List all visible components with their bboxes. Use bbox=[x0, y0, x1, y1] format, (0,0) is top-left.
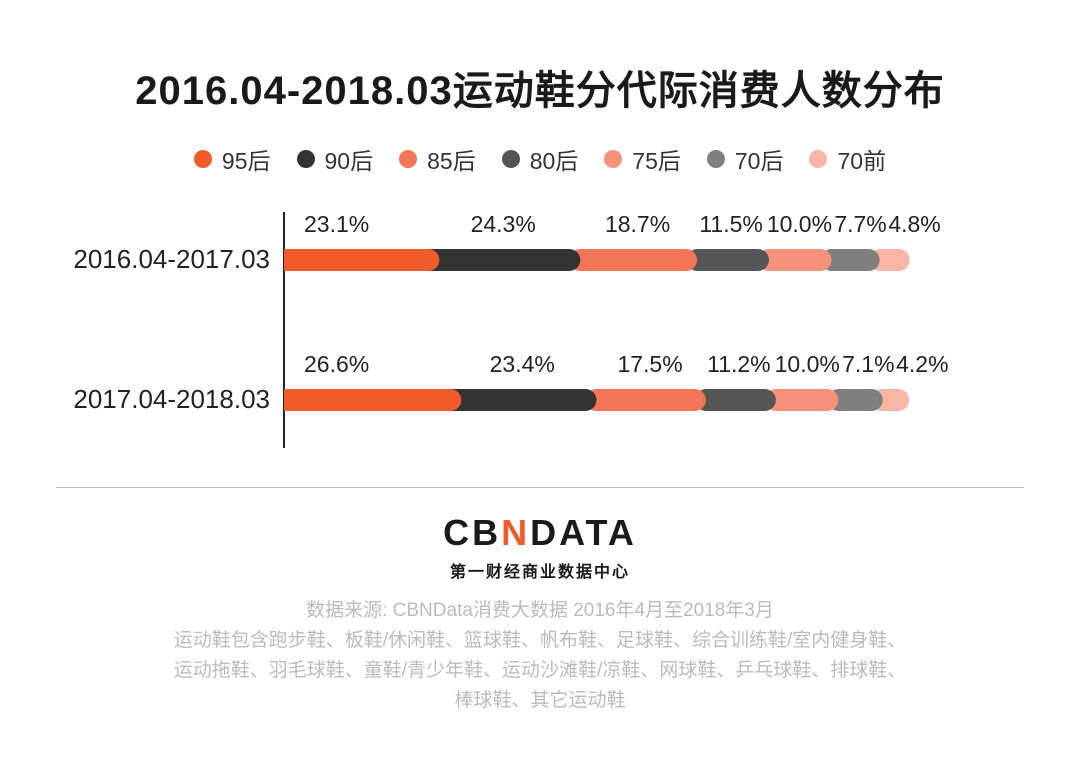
logo-text-data: DATA bbox=[530, 512, 637, 553]
bar-segment-0-5 bbox=[820, 249, 880, 271]
source-line-4: 棒球鞋、其它运动鞋 bbox=[454, 690, 626, 711]
source-line-2: 运动鞋包含跑步鞋、板鞋/休闲鞋、篮球鞋、帆布鞋、足球鞋、综合训练鞋/室内健身鞋、 bbox=[173, 630, 907, 651]
legend-item-0: 95后 bbox=[193, 142, 271, 176]
bar-segment-1-4 bbox=[764, 389, 839, 411]
data-label-0-2: 18.7% bbox=[605, 211, 670, 237]
legend-label-4: 75后 bbox=[632, 148, 681, 174]
data-label-0-5: 7.7% bbox=[834, 211, 886, 237]
data-label-1-5: 7.1% bbox=[842, 351, 894, 377]
legend-item-1: 90后 bbox=[296, 142, 374, 176]
data-label-0-4: 10.0% bbox=[767, 211, 832, 237]
chart-legend: 95后 90后 85后 80后 75后 70后 70前 bbox=[0, 142, 1080, 176]
legend-swatch-6 bbox=[809, 150, 828, 168]
data-label-0-1: 24.3% bbox=[471, 211, 536, 237]
legend-label-3: 80后 bbox=[529, 148, 579, 174]
source-line-1: 数据来源: CBNData消费大数据 2016年4月至2018年3月 bbox=[306, 600, 774, 621]
legend-item-5: 70后 bbox=[706, 142, 784, 176]
legend-item-4: 75后 bbox=[604, 142, 681, 176]
legend-label-6: 70前 bbox=[837, 148, 887, 174]
bar-segment-0-6 bbox=[868, 249, 910, 271]
bar-segment-1-2 bbox=[585, 389, 706, 411]
legend-swatch-2 bbox=[399, 150, 418, 168]
data-label-0-3: 11.5% bbox=[699, 211, 763, 237]
cbndata-logo: CBNDATA bbox=[0, 512, 1080, 554]
legend-swatch-0 bbox=[193, 150, 212, 168]
bar-start-1 bbox=[284, 389, 295, 411]
data-label-0-0: 23.1% bbox=[304, 211, 369, 237]
legend-label-1: 90后 bbox=[324, 148, 374, 174]
category-label-0: 2016.04-2017.03 bbox=[73, 244, 270, 274]
data-label-1-3: 11.2% bbox=[707, 351, 771, 377]
legend-swatch-5 bbox=[706, 150, 725, 168]
logo-text-n: N bbox=[501, 512, 531, 553]
bar-segment-0-0 bbox=[284, 249, 440, 271]
logo-subtitle: 第一财经商业数据中心 bbox=[449, 564, 630, 581]
logo-text-cb: CB bbox=[443, 512, 502, 553]
data-label-0-6: 4.8% bbox=[888, 211, 940, 237]
bar-segment-1-5 bbox=[827, 389, 883, 411]
data-label-1-4: 10.0% bbox=[775, 351, 840, 377]
bar-segment-0-3 bbox=[686, 249, 769, 271]
legend-label-5: 70后 bbox=[734, 148, 784, 174]
legend-item-6: 70前 bbox=[809, 142, 886, 176]
legend-label-0: 95后 bbox=[221, 148, 271, 174]
legend-swatch-4 bbox=[604, 150, 623, 168]
legend-item-3: 80后 bbox=[501, 142, 579, 176]
bar-segment-0-1 bbox=[417, 249, 581, 271]
legend-item-2: 85后 bbox=[399, 142, 476, 176]
legend-swatch-1 bbox=[296, 150, 315, 168]
source-line-3: 运动拖鞋、羽毛球鞋、童鞋/青少年鞋、运动沙滩鞋/凉鞋、网球鞋、乒乓球鞋、排球鞋、 bbox=[173, 660, 907, 681]
data-label-1-1: 23.4% bbox=[490, 351, 555, 377]
data-source-note: 数据来源: CBNData消费大数据 2016年4月至2018年3月 运动鞋包含… bbox=[60, 596, 1020, 716]
bar-segment-0-4 bbox=[758, 249, 832, 271]
divider bbox=[56, 487, 1024, 488]
chart-title: 2016.04-2018.03运动鞋分代际消费人数分布 bbox=[135, 69, 945, 113]
bar-segment-0-2 bbox=[569, 249, 698, 271]
bar-segment-1-3 bbox=[694, 389, 776, 411]
legend-label-2: 85后 bbox=[427, 148, 476, 174]
data-label-1-6: 4.2% bbox=[896, 351, 948, 377]
data-label-1-2: 17.5% bbox=[617, 351, 682, 377]
legend-swatch-3 bbox=[501, 150, 520, 168]
data-label-1-0: 26.6% bbox=[304, 351, 369, 377]
bar-segment-1-0 bbox=[284, 389, 462, 411]
bar-segment-1-1 bbox=[439, 389, 597, 411]
category-label-1: 2017.04-2018.03 bbox=[73, 384, 270, 414]
bar-start-0 bbox=[284, 249, 295, 271]
